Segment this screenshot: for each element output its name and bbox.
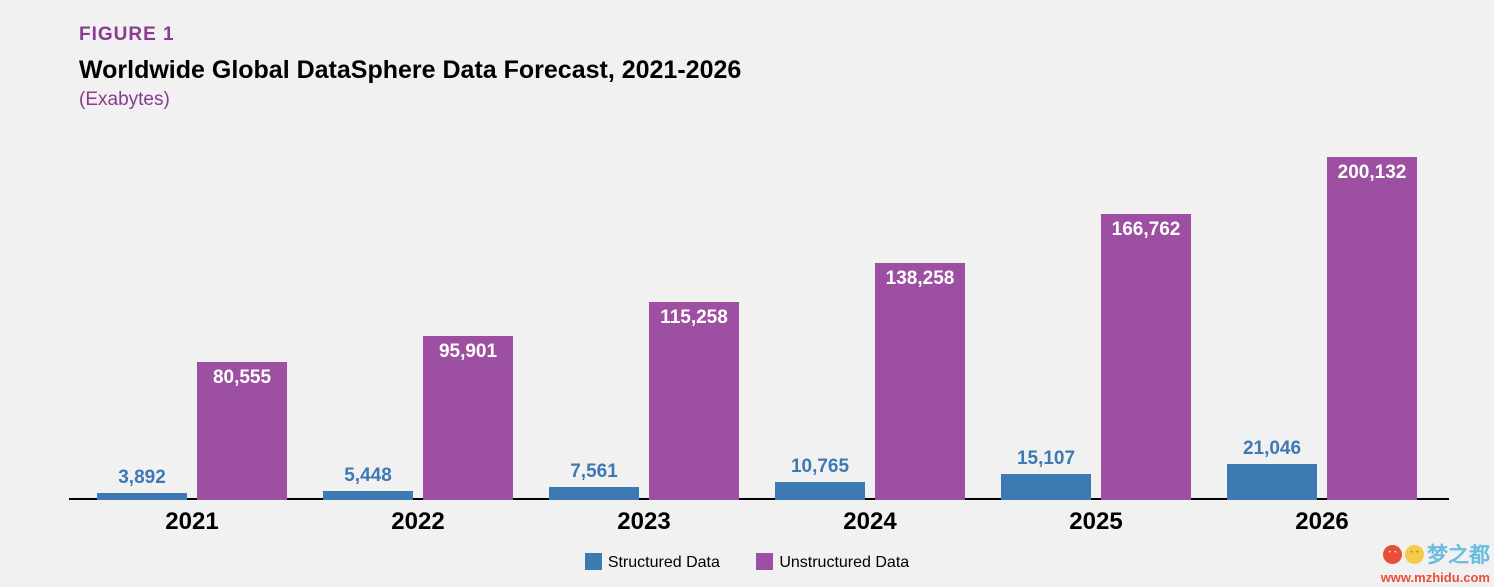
bar-structured: 7,561 <box>549 487 639 500</box>
bar-structured: 21,046 <box>1227 464 1317 500</box>
legend-swatch-unstructured <box>756 553 773 570</box>
legend-label-structured: Structured Data <box>608 554 720 571</box>
bar-unstructured: 200,132 <box>1327 157 1417 500</box>
legend-swatch-structured <box>585 553 602 570</box>
bar-structured: 10,765 <box>775 482 865 500</box>
bar-value-structured: 7,561 <box>549 461 639 483</box>
chart-title: Worldwide Global DataSphere Data Forecas… <box>79 56 741 85</box>
bar-chart: 3,89280,55520215,44895,90120227,561115,2… <box>79 140 1439 500</box>
legend-item-unstructured: Unstructured Data <box>756 553 909 572</box>
bar-structured: 5,448 <box>323 491 413 500</box>
bar-value-unstructured: 80,555 <box>197 367 287 389</box>
bar-value-unstructured: 115,258 <box>649 307 739 329</box>
plot-area: 3,89280,55520215,44895,90120227,561115,2… <box>79 140 1439 500</box>
figure-label: FIGURE 1 <box>79 24 741 46</box>
bar-value-structured: 15,107 <box>1001 448 1091 470</box>
bar-structured: 3,892 <box>97 493 187 500</box>
bar-value-unstructured: 166,762 <box>1101 219 1191 241</box>
x-axis-label: 2026 <box>1209 508 1435 536</box>
bar-structured: 15,107 <box>1001 474 1091 500</box>
bar-unstructured: 95,901 <box>423 336 513 500</box>
watermark-top-row: 梦之都 <box>1381 539 1490 569</box>
watermark-text-cn: 梦之都 <box>1427 539 1490 569</box>
bar-value-structured: 5,448 <box>323 465 413 487</box>
bar-value-structured: 10,765 <box>775 456 865 478</box>
bar-value-unstructured: 200,132 <box>1327 162 1417 184</box>
chart-header: FIGURE 1 Worldwide Global DataSphere Dat… <box>79 24 741 111</box>
legend-item-structured: Structured Data <box>585 553 720 572</box>
watermark-url: www.mzhidu.com <box>1381 570 1490 585</box>
bar-value-unstructured: 138,258 <box>875 268 965 290</box>
legend-label-unstructured: Unstructured Data <box>779 554 909 571</box>
chart-subtitle: (Exabytes) <box>79 89 741 111</box>
bar-value-structured: 21,046 <box>1227 438 1317 460</box>
legend: Structured Data Unstructured Data <box>0 553 1494 572</box>
bar-unstructured: 80,555 <box>197 362 287 500</box>
bar-unstructured: 166,762 <box>1101 214 1191 500</box>
smiley-icon <box>1383 545 1402 564</box>
x-axis-label: 2025 <box>983 508 1209 536</box>
watermark: 梦之都 www.mzhidu.com <box>1381 539 1490 585</box>
x-axis-label: 2024 <box>757 508 983 536</box>
x-axis-label: 2022 <box>305 508 531 536</box>
bar-value-unstructured: 95,901 <box>423 341 513 363</box>
bar-value-structured: 3,892 <box>97 467 187 489</box>
bar-unstructured: 115,258 <box>649 302 739 500</box>
x-axis-label: 2023 <box>531 508 757 536</box>
smiley-icon <box>1405 545 1424 564</box>
x-axis-label: 2021 <box>79 508 305 536</box>
bar-unstructured: 138,258 <box>875 263 965 500</box>
